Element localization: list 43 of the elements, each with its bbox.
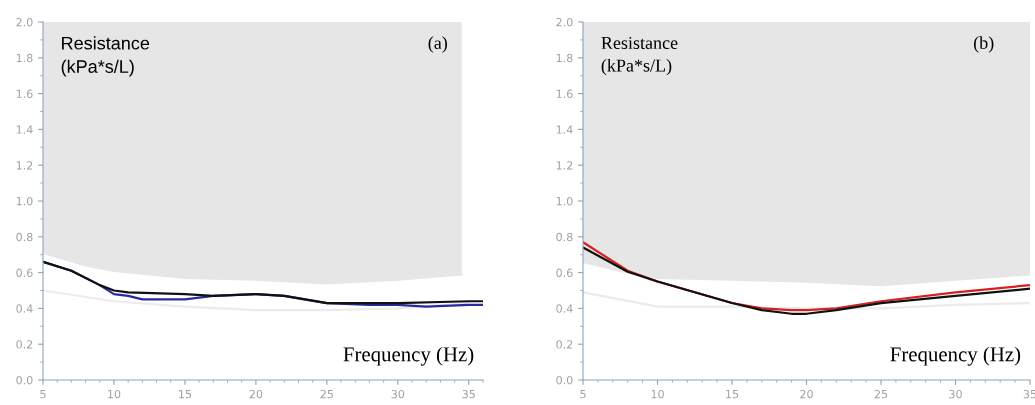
y-tick-label: 1.2 xyxy=(16,161,33,170)
y-tick-label: 2.0 xyxy=(16,17,33,27)
x-tick-label: 20 xyxy=(800,389,813,399)
y-tick-label: 0.6 xyxy=(556,268,573,277)
y-tick-label: 0.8 xyxy=(556,232,573,242)
x-tick-label: 5 xyxy=(40,390,46,399)
y-tick-label: 0.6 xyxy=(16,268,33,277)
x-tick-label: 10 xyxy=(108,389,121,399)
line-series xyxy=(583,291,1030,310)
y-tick-label: 1.6 xyxy=(16,89,33,98)
y-tick-label: 0.8 xyxy=(16,232,33,242)
x-tick-label: 30 xyxy=(391,389,405,399)
x-tick-label: 15 xyxy=(726,390,739,399)
x-tick-label: 30 xyxy=(949,389,962,399)
y-tick-label: 2.0 xyxy=(556,17,573,27)
annotation: (b) xyxy=(973,36,994,53)
annotation: (a) xyxy=(428,36,448,53)
y-tick-label: 1.0 xyxy=(16,196,33,206)
x-tick-label: 25 xyxy=(320,389,333,399)
y-tick-label: 0.4 xyxy=(16,304,33,313)
x-tick-label: 35 xyxy=(462,389,475,399)
y-tick-label: 1.2 xyxy=(556,161,573,170)
y-tick-label: 0.2 xyxy=(16,340,33,349)
y-tick-label: 1.8 xyxy=(16,53,33,63)
y-tick-label: 0.2 xyxy=(556,340,573,349)
y-axis-title: Resistance (kPa*s/L) xyxy=(601,36,678,76)
x-axis-title: Frequency (Hz) xyxy=(890,346,1021,366)
line-series xyxy=(43,289,470,312)
y-axis-title: Resistance (kPa*s/L) xyxy=(61,36,150,77)
y-tick-label: 0.4 xyxy=(556,304,573,313)
y-tick-label: 0.0 xyxy=(556,375,573,385)
y-tick-label: 1.4 xyxy=(556,125,573,134)
y-tick-label: 1.4 xyxy=(16,125,33,134)
x-tick-label: 5 xyxy=(580,390,586,399)
y-tick-label: 1.0 xyxy=(556,196,573,206)
x-tick-label: 20 xyxy=(249,389,263,399)
y-tick-label: 1.6 xyxy=(556,89,573,98)
x-tick-label: 15 xyxy=(179,390,192,399)
y-tick-label: 1.8 xyxy=(556,53,573,63)
x-tick-label: 25 xyxy=(874,389,888,399)
x-tick-label: 10 xyxy=(651,389,664,399)
y-tick-label: 0.0 xyxy=(16,375,33,385)
x-axis-title: Frequency (Hz) xyxy=(343,346,474,366)
